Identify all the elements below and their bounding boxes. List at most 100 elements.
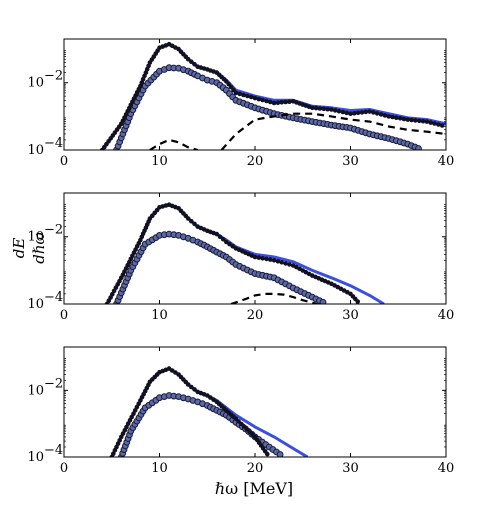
dark-dot [264,256,269,262]
dark-dot [189,384,194,390]
dark-dot [208,395,213,400]
dark-dot [185,216,191,221]
dark-dot [287,99,292,104]
dark-dot [352,111,357,116]
x-tick-label: 0 [60,154,68,169]
dark-dot [189,218,194,224]
dark-dot [265,451,270,457]
plot-area [99,41,446,150]
y-tick-label: 10 [27,76,44,91]
circle-marker [415,145,422,150]
dark-dot [409,117,414,123]
dark-dot [279,260,285,265]
dark-dot [260,255,265,261]
dark-dot [405,117,411,122]
dark-dot [241,92,246,98]
dark-dot [185,382,191,387]
dark-dot [310,105,315,111]
y-tick-label: 10 [27,450,44,465]
dark-dot [390,114,395,120]
series-dashed-line [230,292,318,304]
dark-dot [394,115,399,120]
dark-dot [256,255,262,260]
x-tick-label: 10 [151,154,168,169]
dark-dot [374,111,380,116]
dark-dot [185,56,191,62]
dark-dot [192,221,197,227]
x-tick-label: 0 [60,461,68,476]
dark-dot [256,96,262,102]
y-tick-label: 10 [27,230,44,245]
x-axis-label: ℏω [MeV] [215,479,293,498]
dark-dot [248,94,254,100]
dark-dot [268,99,273,105]
dark-dot [132,408,138,413]
x-tick-label: 40 [438,308,455,323]
dark-dot [275,259,281,264]
dark-dot [271,258,277,263]
y-tick-exponent: −4 [44,290,63,305]
dark-dot [313,105,319,111]
x-tick-label: 10 [151,461,168,476]
dark-dot [336,108,342,114]
dark-dot [192,61,197,67]
dark-dot [436,122,441,127]
dark-dot [432,121,437,126]
dark-dot [192,387,197,392]
dark-dot [355,299,361,304]
y-tick-exponent: −4 [44,443,63,458]
dark-dot [124,424,129,430]
series-dashed-line [149,138,199,150]
dark-dot [439,123,445,128]
dark-dot [340,109,346,115]
x-tick-label: 40 [438,154,455,169]
x-tick-label: 0 [60,308,68,323]
dark-dot [189,59,194,64]
dark-dot [227,241,232,247]
y-tick-label: 10 [27,383,44,398]
ylabel-denominator: dℏω [30,232,48,264]
dark-dot [355,110,361,116]
dark-dot [245,93,250,99]
dark-dot [344,110,350,116]
dark-dot [260,97,265,103]
dark-dot [401,116,407,122]
dark-dot [271,100,277,106]
y-tick-exponent: −4 [44,136,63,151]
dark-dot [378,112,384,117]
dark-dot [359,110,365,115]
dark-dot [417,118,422,124]
plot-area [104,202,385,304]
dark-dot [275,100,281,105]
dark-dot [371,110,376,115]
plot-area [109,366,309,457]
dark-dot [397,116,403,121]
dark-dot [367,109,372,114]
dark-dot [424,119,430,124]
ylabel-numerator: dE [10,238,28,259]
dark-dot [283,99,288,105]
y-tick-exponent: −2 [44,223,63,238]
series-dashed-line [220,112,446,150]
dark-dot [348,111,353,116]
y-tick-exponent: −2 [44,376,63,391]
x-tick-label: 30 [342,154,359,169]
dark-dot [220,237,226,242]
dark-dot [252,95,258,101]
x-tick-label: 10 [151,308,168,323]
dark-dot [214,231,220,237]
circle-marker [276,451,284,457]
dark-dot [217,234,223,239]
dark-dot [264,98,269,104]
dark-dot [317,106,323,111]
x-tick-label: 30 [342,308,359,323]
x-tick-label: 30 [342,461,359,476]
dark-dot [325,106,330,112]
dark-dot [420,118,426,124]
dark-dot [233,90,239,96]
